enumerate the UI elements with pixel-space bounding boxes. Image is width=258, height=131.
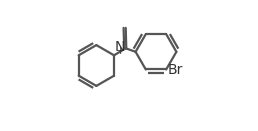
Text: Br: Br <box>168 63 183 77</box>
Text: N: N <box>115 40 125 54</box>
Text: +: + <box>116 46 125 56</box>
